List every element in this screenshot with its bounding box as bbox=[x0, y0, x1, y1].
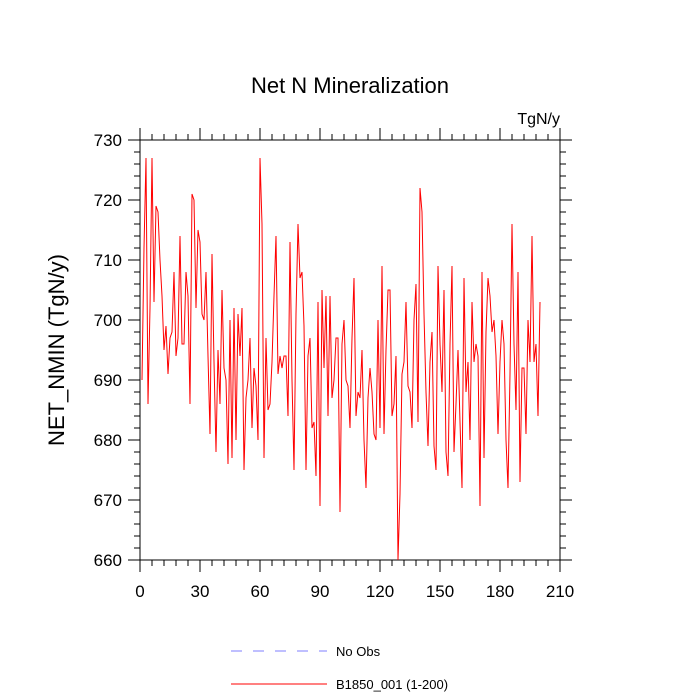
y-tick-label: 680 bbox=[94, 431, 122, 450]
legend: No Obs B1850_001 (1-200) bbox=[231, 644, 448, 692]
x-tick-label: 210 bbox=[546, 582, 574, 601]
series-line-1 bbox=[141, 157, 541, 561]
y-tick-label: 730 bbox=[94, 131, 122, 150]
y-axis-label: NET_NMIN (TgN/y) bbox=[44, 254, 69, 446]
x-tick-label: 180 bbox=[486, 582, 514, 601]
units-label: TgN/y bbox=[517, 111, 560, 128]
legend-label-0: No Obs bbox=[336, 644, 381, 659]
legend-label-1: B1850_001 (1-200) bbox=[336, 677, 448, 692]
x-tick-label: 150 bbox=[426, 582, 454, 601]
x-tick-label: 30 bbox=[191, 582, 210, 601]
y-tick-label: 660 bbox=[94, 551, 122, 570]
chart-title: Net N Mineralization bbox=[251, 73, 449, 98]
y-tick-label: 700 bbox=[94, 311, 122, 330]
plot-area bbox=[139, 139, 561, 561]
x-tick-label: 0 bbox=[135, 582, 144, 601]
y-tick-label: 710 bbox=[94, 251, 122, 270]
x-tick-label: 60 bbox=[251, 582, 270, 601]
y-tick-label: 690 bbox=[94, 371, 122, 390]
axis-ticks bbox=[128, 128, 572, 572]
x-tick-label: 90 bbox=[311, 582, 330, 601]
y-tick-label: 720 bbox=[94, 191, 122, 210]
x-tick-label: 120 bbox=[366, 582, 394, 601]
y-tick-label: 670 bbox=[94, 491, 122, 510]
series-group bbox=[141, 157, 541, 561]
axis-tick-labels: 0 30 60 90 120 150 180 210 660 670 680 690 700 710 720… bbox=[94, 131, 575, 601]
